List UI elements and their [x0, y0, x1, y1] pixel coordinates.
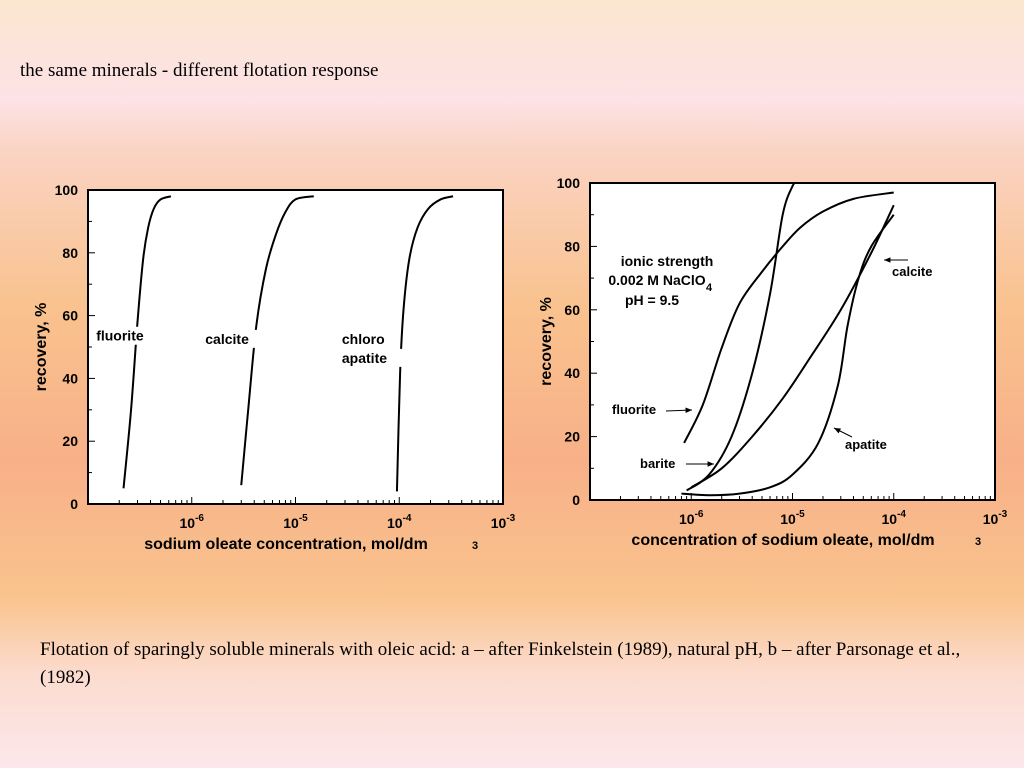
series-line-fluorite — [683, 191, 894, 444]
series-label-bg — [339, 348, 405, 367]
y-tick-label: 0 — [572, 492, 580, 508]
y-axis-label: recovery, % — [33, 303, 50, 392]
series-line-fluorite — [122, 195, 172, 489]
y-tick-label: 80 — [564, 238, 580, 254]
annotation-ionic-strength: ionic strength — [621, 253, 714, 269]
series-label-fluorite: fluorite — [612, 402, 656, 417]
annotation-subscript: 4 — [706, 282, 713, 294]
y-tick-label: 100 — [557, 175, 581, 191]
y-axis-label: recovery, % — [538, 297, 555, 386]
annotation-concentration: 0.002 M NaClO — [608, 272, 705, 288]
series-label-fluorite: fluorite — [96, 328, 144, 344]
x-axis-label: concentration of sodium oleate, mol/dm — [631, 532, 934, 549]
series-label-chloroapatite: apatite — [342, 350, 387, 366]
y-tick-label: 40 — [62, 370, 78, 386]
y-tick-label: 20 — [564, 429, 580, 445]
x-tick-label: 10-3 — [983, 509, 1008, 527]
x-tick-label: 10-6 — [679, 509, 704, 527]
label-arrow-head — [685, 407, 692, 413]
series-line-barite — [690, 204, 895, 489]
x-axis-label-sup: 3 — [472, 540, 478, 552]
figure-caption: Flotation of sparingly soluble minerals … — [40, 639, 961, 688]
series-line-apatite — [681, 214, 895, 497]
y-tick-label: 80 — [62, 245, 78, 261]
series-label-bg — [203, 329, 268, 348]
x-tick-label: 10-4 — [882, 509, 907, 527]
series-line-calcite — [240, 195, 314, 486]
series-label-bg — [339, 329, 396, 348]
label-arrow-head — [707, 461, 714, 467]
y-tick-label: 60 — [564, 302, 580, 318]
plot-area — [87, 189, 504, 505]
series-label-calcite: calcite — [205, 331, 249, 347]
x-axis-label-sup: 3 — [975, 536, 981, 548]
series-line-calcite — [686, 181, 798, 492]
series-label-chloroapatite: chloro — [342, 331, 385, 347]
slide-title: the same minerals - different flotation … — [20, 60, 379, 81]
x-tick-label: 10-3 — [491, 513, 516, 531]
label-arrow-head — [834, 428, 841, 434]
y-tick-label: 20 — [62, 433, 78, 449]
series-label-apatite: apatite — [845, 437, 887, 452]
x-axis-label: sodium oleate concentration, mol/dm — [144, 536, 428, 553]
x-tick-label: 10-5 — [780, 509, 805, 527]
series-label-calcite: calcite — [892, 264, 932, 279]
label-arrow-head — [884, 257, 891, 263]
series-label-bg — [94, 326, 168, 345]
y-tick-label: 0 — [70, 496, 78, 512]
plot-area — [589, 182, 996, 501]
x-tick-label: 10-4 — [387, 513, 412, 531]
x-tick-label: 10-6 — [180, 513, 205, 531]
y-tick-label: 100 — [55, 182, 79, 198]
chart-a-finkelstein: 10-6 10-5 10-4 10-3 0 20 40 60 80 100 sodium oleat… — [33, 182, 516, 553]
y-tick-label: 60 — [62, 308, 78, 324]
chart-b-parsonage: 10-6 10-5 10-4 10-3 0 20 40 60 80 100 concentratio… — [538, 175, 1008, 549]
series-label-barite: barite — [640, 456, 675, 471]
series-line-chloroapatite — [395, 195, 454, 492]
annotation-ph: pH = 9.5 — [625, 292, 679, 308]
y-tick-label: 40 — [564, 365, 580, 381]
x-tick-label: 10-5 — [283, 513, 308, 531]
